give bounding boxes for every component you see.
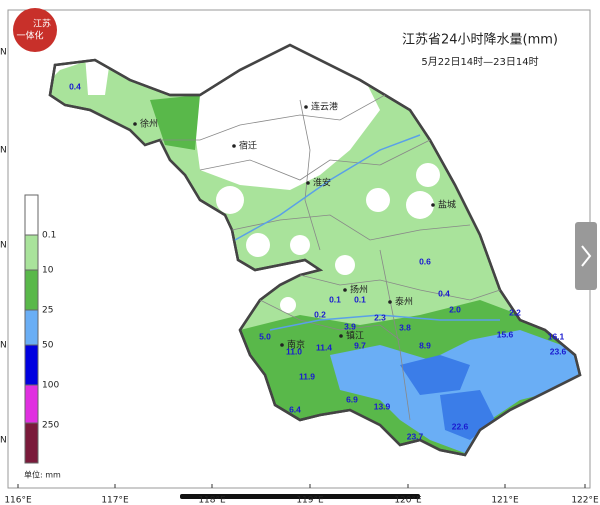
rain-value: 6.4	[289, 404, 301, 414]
lat-label: N	[0, 341, 7, 351]
rain-value: 22.6	[452, 421, 469, 431]
city-name: 连云港	[311, 101, 338, 113]
rain-value: 23.6	[550, 346, 567, 356]
legend-swatch	[24, 309, 39, 346]
rain-value: 0.4	[438, 288, 450, 298]
rain-value: 2.0	[449, 304, 461, 314]
city-name: 徐州	[140, 118, 158, 130]
legend-swatch	[24, 384, 39, 424]
rain-value: 2.2	[509, 307, 521, 317]
city-dot	[431, 203, 435, 207]
legend-label: 100	[42, 381, 59, 391]
next-tab[interactable]	[575, 222, 597, 290]
city-name: 镇江	[346, 330, 364, 342]
lon-label: 118°E	[198, 496, 226, 505]
rain-value: 2.3	[374, 312, 386, 322]
rain-value: 11.9	[299, 371, 315, 381]
lon-label: 116°E	[4, 496, 32, 505]
city-dot	[304, 105, 308, 109]
legend-label: 50	[42, 341, 54, 351]
rain-value: 15.6	[497, 329, 514, 339]
rain-value: 3.9	[344, 321, 356, 331]
rain-value: 13.9	[374, 401, 391, 411]
legend-unit: 单位: mm	[24, 470, 61, 480]
rain-value: 0.1	[354, 294, 366, 304]
rain-value: 23.7	[407, 431, 424, 441]
city-name: 淮安	[313, 177, 331, 189]
scroll-bar	[180, 494, 420, 499]
lon-label: 121°E	[491, 496, 519, 505]
city-dot	[339, 334, 343, 338]
city-name: 南京	[287, 339, 305, 351]
city-dot	[232, 144, 236, 148]
city-name: 扬州	[350, 284, 368, 296]
legend-label: 250	[42, 421, 59, 431]
rain-value: 0.1	[329, 294, 341, 304]
rain-value: 16.1	[548, 331, 565, 341]
lat-label: N	[0, 146, 7, 156]
district-borders	[160, 94, 501, 421]
river	[234, 134, 421, 241]
lat-label: N	[0, 48, 7, 58]
lat-label: N	[0, 241, 7, 251]
rain-value: 0.6	[419, 256, 431, 266]
legend-swatch	[24, 234, 39, 271]
lon-label: 119°E	[296, 496, 324, 505]
rain-value: 5.0	[259, 331, 271, 341]
logo-text: 一体化	[16, 30, 43, 42]
rain-value: 0.4	[69, 81, 81, 91]
lat-label: N	[0, 436, 7, 446]
legend-swatch	[24, 269, 39, 311]
legend-swatch	[24, 194, 39, 236]
city-name: 盐城	[438, 199, 456, 211]
rain-value: 6.9	[346, 394, 358, 404]
rain-value: 0.2	[314, 309, 326, 319]
legend-label: 25	[42, 306, 53, 316]
lon-label: 122°E	[571, 496, 599, 505]
city-dot	[388, 300, 392, 304]
rain-value: 8.9	[419, 340, 431, 350]
rain-value: 3.8	[399, 322, 411, 332]
legend: 单位: mm	[24, 194, 61, 480]
next-button[interactable]	[575, 222, 597, 290]
lon-label: 117°E	[101, 496, 129, 505]
map-title: 江苏省24小时降水量(mm)	[402, 32, 558, 48]
logo-text: 江苏	[33, 18, 51, 30]
legend-swatch	[24, 422, 39, 464]
city-dot	[306, 181, 310, 185]
legend-label: 0.1	[42, 231, 56, 241]
map-subtitle: 5月22日14时—23日14时	[421, 56, 538, 68]
legend-label: 10	[42, 266, 54, 276]
city-name: 宿迁	[239, 140, 257, 152]
next-arrow	[581, 245, 592, 267]
rain-value: 11.0	[286, 346, 302, 356]
rain-value: 11.4	[316, 342, 332, 352]
city-dot	[280, 343, 284, 347]
city-dot	[343, 288, 347, 292]
rain-value: 9.7	[354, 340, 366, 350]
city-name: 泰州	[395, 296, 413, 308]
city-dot	[133, 122, 137, 126]
logo: 江苏 一体化	[13, 8, 57, 52]
lon-label: 120°E	[394, 496, 422, 505]
logo-badge	[13, 8, 57, 52]
river	[269, 314, 500, 331]
legend-swatch	[24, 344, 39, 386]
